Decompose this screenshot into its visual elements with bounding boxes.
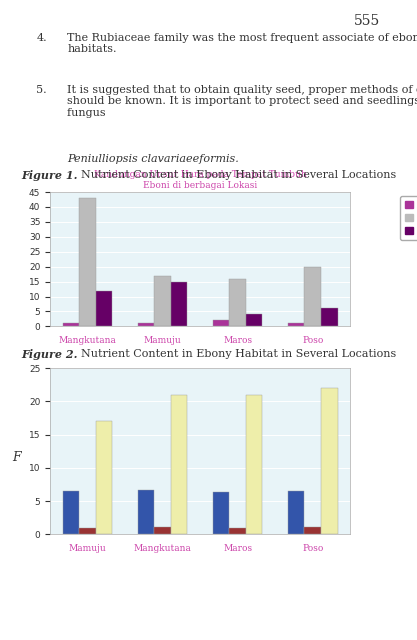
Text: Peniulliopsis clavariaeeformis.: Peniulliopsis clavariaeeformis. — [68, 154, 239, 164]
Bar — [171, 282, 187, 326]
Bar — [96, 421, 112, 534]
Bar — [138, 490, 154, 534]
Bar — [154, 527, 171, 534]
Bar — [321, 388, 337, 534]
Text: Figure 1.: Figure 1. — [21, 170, 77, 180]
Legend: Nitrogen, Fosfor, Kalium: Nitrogen, Fosfor, Kalium — [400, 196, 417, 240]
Text: 5.: 5. — [36, 84, 47, 95]
Text: 4.: 4. — [36, 33, 47, 43]
Bar — [229, 278, 246, 326]
Bar — [229, 528, 246, 534]
Bar — [288, 323, 304, 326]
Bar — [321, 308, 337, 326]
Text: It is suggested that to obtain quality seed, proper methods of collection
should: It is suggested that to obtain quality s… — [68, 84, 417, 118]
Bar — [63, 323, 79, 326]
Text: 555: 555 — [354, 14, 380, 28]
Bar — [213, 492, 229, 534]
Text: Nutrient Content in Ebony Habitat in Several Locations: Nutrient Content in Ebony Habitat in Sev… — [81, 349, 397, 359]
Bar — [138, 323, 154, 326]
Bar — [288, 491, 304, 534]
Text: Figure 2.: Figure 2. — [21, 349, 77, 360]
Bar — [304, 267, 321, 326]
Bar — [154, 276, 171, 326]
Bar — [304, 527, 321, 534]
Bar — [246, 314, 262, 326]
Bar — [213, 321, 229, 326]
Title: Kandungan Unsur Hara pada Tempat Tumbuh
Eboni di berbagai Lokasi: Kandungan Unsur Hara pada Tempat Tumbuh … — [94, 170, 306, 190]
Bar — [79, 528, 96, 534]
Bar — [63, 491, 79, 534]
Bar — [246, 395, 262, 534]
Text: Nutrient Content in Ebony Habitat in Several Locations: Nutrient Content in Ebony Habitat in Sev… — [81, 170, 397, 180]
Bar — [96, 291, 112, 326]
Bar — [171, 395, 187, 534]
Text: The Rubiaceae family was the most frequent associate of ebony in several
habitat: The Rubiaceae family was the most freque… — [68, 33, 417, 54]
Text: F: F — [13, 451, 21, 464]
Bar — [79, 198, 96, 326]
